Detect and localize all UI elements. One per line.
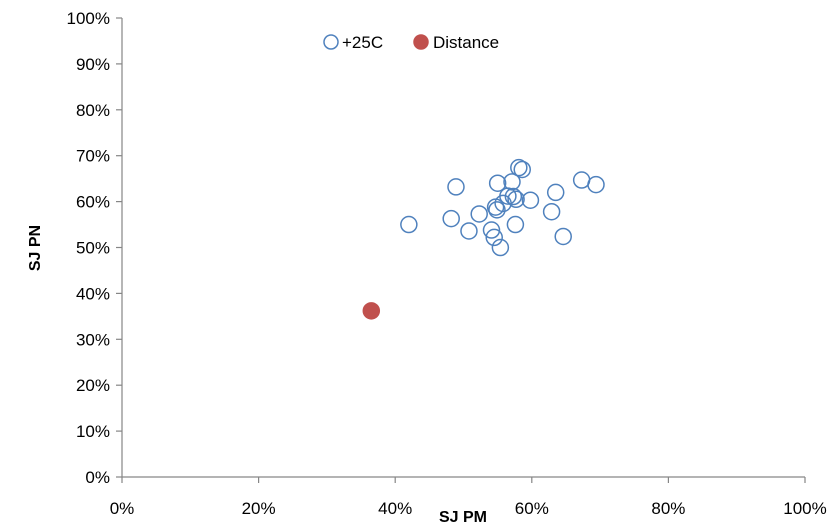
x-tick-label: 40% bbox=[378, 499, 412, 518]
point-25c bbox=[447, 178, 465, 196]
point-25c bbox=[554, 227, 572, 246]
x-tick-label: 80% bbox=[651, 499, 685, 518]
legend-label-25c: +25C bbox=[342, 33, 383, 52]
point-25c bbox=[521, 191, 540, 209]
x-axis-title: SJ PM bbox=[439, 509, 487, 522]
y-axis-ticks: 0% 10% 20% 30% 40% 50% 60% 70% 80% 90% 100% bbox=[67, 9, 122, 487]
point-25c bbox=[506, 215, 525, 234]
y-tick-label: 40% bbox=[76, 284, 110, 303]
point-25c bbox=[503, 173, 521, 191]
y-tick-label: 0% bbox=[85, 468, 110, 487]
y-tick-label: 70% bbox=[76, 147, 110, 166]
y-tick-label: 80% bbox=[76, 101, 110, 120]
x-tick-label: 20% bbox=[242, 499, 276, 518]
legend: +25C Distance bbox=[323, 33, 499, 52]
point-25c bbox=[400, 215, 418, 234]
point-distance bbox=[362, 302, 381, 320]
point-25c bbox=[470, 205, 488, 223]
y-axis-title: SJ PN bbox=[27, 225, 44, 271]
y-tick-label: 50% bbox=[76, 239, 110, 258]
x-tick-label: 60% bbox=[515, 499, 549, 518]
point-25c bbox=[507, 190, 525, 209]
point-25c bbox=[488, 174, 507, 192]
legend-marker-25c bbox=[323, 34, 339, 50]
point-25c bbox=[542, 202, 561, 221]
x-tick-label: 100% bbox=[783, 499, 826, 518]
x-tick-label: 0% bbox=[110, 499, 135, 518]
point-25c bbox=[460, 222, 478, 240]
x-axis-ticks: 0% 20% 40% 60% 80% 100% bbox=[110, 477, 827, 518]
y-tick-label: 90% bbox=[76, 55, 110, 74]
point-25c bbox=[488, 201, 506, 219]
point-25c bbox=[491, 238, 510, 257]
y-tick-label: 60% bbox=[76, 193, 110, 212]
point-25c bbox=[513, 160, 531, 179]
point-25c bbox=[485, 228, 503, 247]
data-points bbox=[362, 158, 605, 320]
y-tick-label: 10% bbox=[76, 422, 110, 441]
y-tick-label: 20% bbox=[76, 376, 110, 395]
point-25c bbox=[572, 171, 591, 189]
legend-label-distance: Distance bbox=[433, 33, 499, 52]
point-25c bbox=[504, 187, 523, 206]
point-25c bbox=[587, 175, 605, 194]
point-25c bbox=[510, 158, 528, 177]
point-25c bbox=[482, 221, 501, 239]
point-25c bbox=[442, 209, 460, 228]
y-tick-label: 30% bbox=[76, 330, 110, 349]
y-tick-label: 100% bbox=[67, 9, 110, 28]
legend-marker-distance bbox=[413, 34, 429, 50]
point-25c bbox=[546, 183, 565, 202]
